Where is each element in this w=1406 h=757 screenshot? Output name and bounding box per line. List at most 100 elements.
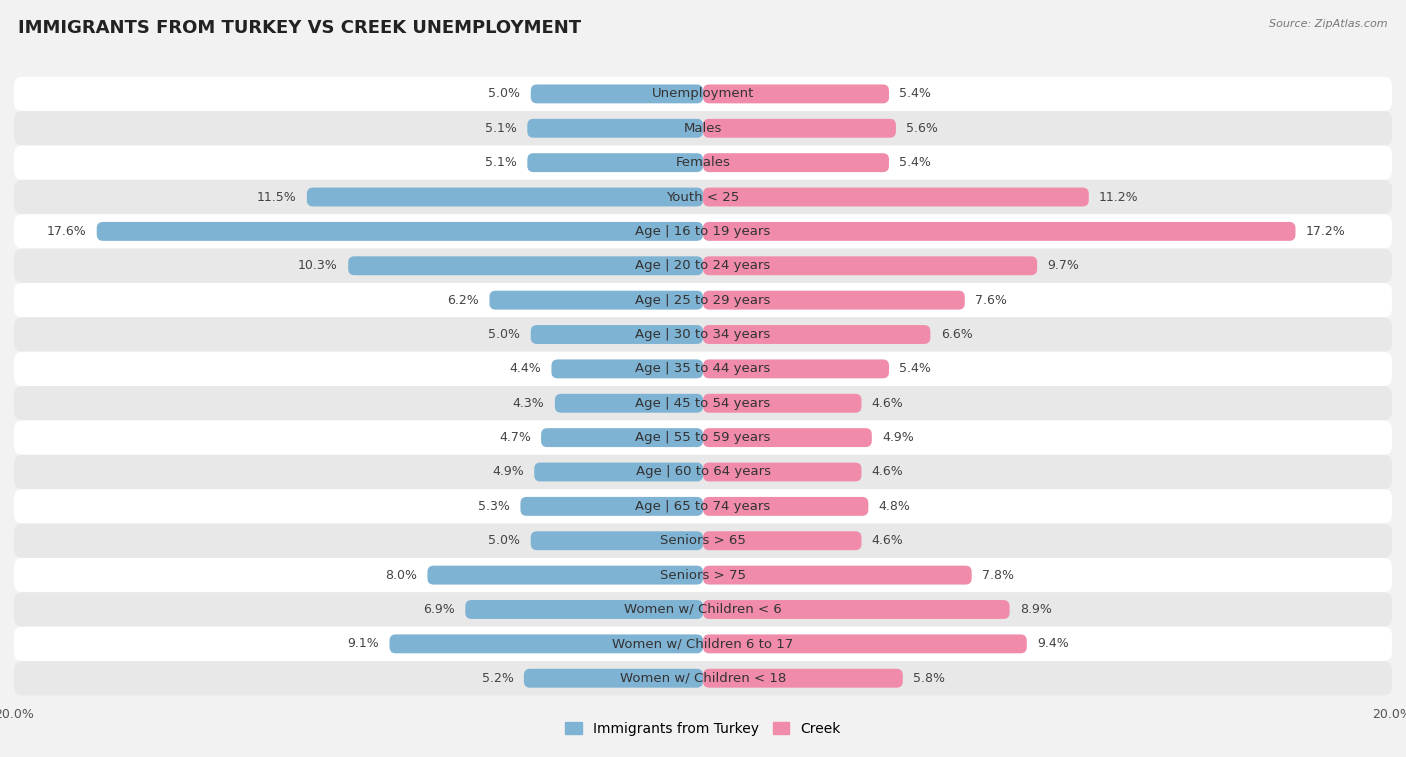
Text: 5.1%: 5.1% — [485, 156, 517, 169]
Text: Females: Females — [675, 156, 731, 169]
Text: Source: ZipAtlas.com: Source: ZipAtlas.com — [1270, 19, 1388, 29]
Text: 5.0%: 5.0% — [488, 87, 520, 101]
Text: IMMIGRANTS FROM TURKEY VS CREEK UNEMPLOYMENT: IMMIGRANTS FROM TURKEY VS CREEK UNEMPLOY… — [18, 19, 582, 37]
Text: 5.4%: 5.4% — [900, 87, 931, 101]
FancyBboxPatch shape — [14, 180, 1392, 214]
FancyBboxPatch shape — [541, 428, 703, 447]
FancyBboxPatch shape — [703, 291, 965, 310]
Text: 5.1%: 5.1% — [485, 122, 517, 135]
FancyBboxPatch shape — [703, 634, 1026, 653]
Text: 11.2%: 11.2% — [1099, 191, 1139, 204]
Text: Age | 45 to 54 years: Age | 45 to 54 years — [636, 397, 770, 410]
FancyBboxPatch shape — [703, 188, 1088, 207]
FancyBboxPatch shape — [551, 360, 703, 378]
Text: 5.0%: 5.0% — [488, 534, 520, 547]
FancyBboxPatch shape — [14, 455, 1392, 489]
FancyBboxPatch shape — [527, 119, 703, 138]
Text: 8.0%: 8.0% — [385, 569, 418, 581]
FancyBboxPatch shape — [534, 463, 703, 481]
Text: 6.9%: 6.9% — [423, 603, 456, 616]
Text: Youth < 25: Youth < 25 — [666, 191, 740, 204]
FancyBboxPatch shape — [489, 291, 703, 310]
FancyBboxPatch shape — [527, 153, 703, 172]
Text: 5.4%: 5.4% — [900, 363, 931, 375]
Text: Age | 25 to 29 years: Age | 25 to 29 years — [636, 294, 770, 307]
Text: Age | 30 to 34 years: Age | 30 to 34 years — [636, 328, 770, 341]
Text: Males: Males — [683, 122, 723, 135]
Text: 7.8%: 7.8% — [981, 569, 1014, 581]
FancyBboxPatch shape — [14, 317, 1392, 352]
Text: 11.5%: 11.5% — [257, 191, 297, 204]
Text: Seniors > 75: Seniors > 75 — [659, 569, 747, 581]
Text: Seniors > 65: Seniors > 65 — [659, 534, 747, 547]
FancyBboxPatch shape — [703, 257, 1038, 276]
Text: Age | 60 to 64 years: Age | 60 to 64 years — [636, 466, 770, 478]
FancyBboxPatch shape — [14, 145, 1392, 180]
FancyBboxPatch shape — [14, 283, 1392, 317]
FancyBboxPatch shape — [703, 119, 896, 138]
FancyBboxPatch shape — [520, 497, 703, 516]
Text: 5.2%: 5.2% — [482, 671, 513, 685]
Text: 4.7%: 4.7% — [499, 431, 531, 444]
Text: Age | 16 to 19 years: Age | 16 to 19 years — [636, 225, 770, 238]
FancyBboxPatch shape — [703, 600, 1010, 619]
FancyBboxPatch shape — [307, 188, 703, 207]
FancyBboxPatch shape — [14, 111, 1392, 145]
Text: 6.6%: 6.6% — [941, 328, 973, 341]
FancyBboxPatch shape — [14, 352, 1392, 386]
FancyBboxPatch shape — [14, 524, 1392, 558]
FancyBboxPatch shape — [14, 661, 1392, 696]
Text: 9.1%: 9.1% — [347, 637, 380, 650]
FancyBboxPatch shape — [703, 394, 862, 413]
Text: 4.3%: 4.3% — [513, 397, 544, 410]
Text: Age | 65 to 74 years: Age | 65 to 74 years — [636, 500, 770, 513]
FancyBboxPatch shape — [524, 668, 703, 687]
FancyBboxPatch shape — [14, 76, 1392, 111]
Text: 9.4%: 9.4% — [1038, 637, 1069, 650]
FancyBboxPatch shape — [703, 497, 869, 516]
Text: 4.6%: 4.6% — [872, 466, 904, 478]
FancyBboxPatch shape — [14, 558, 1392, 592]
Text: 4.9%: 4.9% — [492, 466, 524, 478]
Text: Age | 20 to 24 years: Age | 20 to 24 years — [636, 259, 770, 273]
Text: 9.7%: 9.7% — [1047, 259, 1080, 273]
FancyBboxPatch shape — [703, 360, 889, 378]
FancyBboxPatch shape — [703, 565, 972, 584]
Text: 4.6%: 4.6% — [872, 397, 904, 410]
FancyBboxPatch shape — [14, 489, 1392, 524]
FancyBboxPatch shape — [389, 634, 703, 653]
Text: 10.3%: 10.3% — [298, 259, 337, 273]
FancyBboxPatch shape — [14, 627, 1392, 661]
Text: 5.4%: 5.4% — [900, 156, 931, 169]
Text: 7.6%: 7.6% — [976, 294, 1007, 307]
FancyBboxPatch shape — [14, 420, 1392, 455]
Text: 17.6%: 17.6% — [46, 225, 86, 238]
FancyBboxPatch shape — [465, 600, 703, 619]
Text: 5.0%: 5.0% — [488, 328, 520, 341]
FancyBboxPatch shape — [703, 325, 931, 344]
FancyBboxPatch shape — [703, 85, 889, 104]
FancyBboxPatch shape — [97, 222, 703, 241]
Text: Women w/ Children < 18: Women w/ Children < 18 — [620, 671, 786, 685]
Text: 4.8%: 4.8% — [879, 500, 911, 513]
FancyBboxPatch shape — [531, 325, 703, 344]
FancyBboxPatch shape — [703, 463, 862, 481]
FancyBboxPatch shape — [555, 394, 703, 413]
Text: 5.3%: 5.3% — [478, 500, 510, 513]
Legend: Immigrants from Turkey, Creek: Immigrants from Turkey, Creek — [560, 716, 846, 742]
Text: 4.9%: 4.9% — [882, 431, 914, 444]
Text: 8.9%: 8.9% — [1019, 603, 1052, 616]
FancyBboxPatch shape — [703, 153, 889, 172]
FancyBboxPatch shape — [703, 668, 903, 687]
Text: 6.2%: 6.2% — [447, 294, 479, 307]
FancyBboxPatch shape — [531, 85, 703, 104]
FancyBboxPatch shape — [14, 592, 1392, 627]
Text: 4.6%: 4.6% — [872, 534, 904, 547]
FancyBboxPatch shape — [427, 565, 703, 584]
FancyBboxPatch shape — [14, 248, 1392, 283]
Text: Age | 55 to 59 years: Age | 55 to 59 years — [636, 431, 770, 444]
FancyBboxPatch shape — [14, 386, 1392, 420]
Text: Age | 35 to 44 years: Age | 35 to 44 years — [636, 363, 770, 375]
FancyBboxPatch shape — [703, 428, 872, 447]
Text: 4.4%: 4.4% — [509, 363, 541, 375]
